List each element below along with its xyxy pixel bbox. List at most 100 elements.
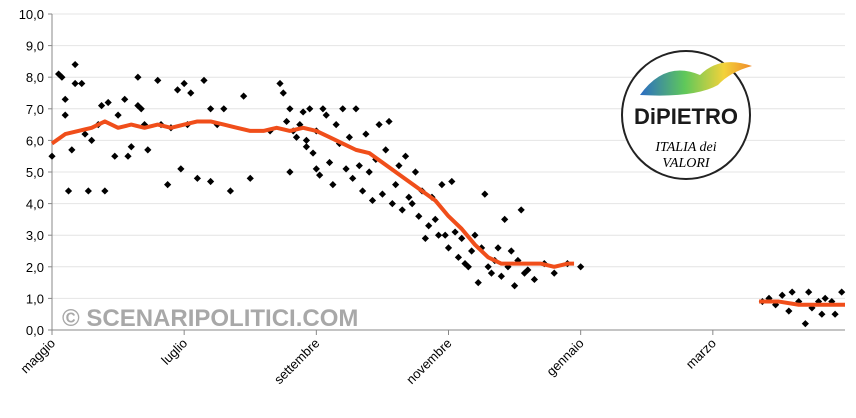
data-point bbox=[395, 162, 403, 170]
data-point bbox=[355, 162, 363, 170]
data-point bbox=[193, 174, 201, 182]
data-point bbox=[187, 89, 195, 97]
data-point bbox=[302, 136, 311, 144]
data-point bbox=[444, 244, 453, 252]
data-point bbox=[316, 171, 324, 179]
trend-line bbox=[50, 119, 845, 307]
data-point bbox=[785, 307, 793, 315]
data-point bbox=[471, 231, 479, 239]
logo-subtitle: ITALIA dei bbox=[654, 140, 716, 155]
data-point bbox=[61, 111, 69, 119]
data-point bbox=[821, 294, 829, 302]
data-point bbox=[392, 181, 400, 189]
data-point bbox=[474, 279, 482, 287]
data-point bbox=[164, 181, 172, 189]
data-point bbox=[71, 60, 79, 69]
data-point bbox=[362, 130, 370, 138]
y-tick-label: 8,0 bbox=[26, 70, 44, 85]
x-tick-label: gennaio bbox=[543, 336, 586, 379]
data-point bbox=[282, 117, 291, 126]
y-tick-label: 7,0 bbox=[26, 102, 44, 117]
data-point bbox=[378, 190, 387, 198]
data-point bbox=[425, 222, 433, 230]
y-tick-label: 5,0 bbox=[26, 165, 44, 180]
y-tick-label: 3,0 bbox=[26, 228, 44, 243]
data-point bbox=[78, 79, 86, 88]
data-point bbox=[365, 168, 373, 176]
data-point bbox=[375, 121, 383, 129]
data-point bbox=[577, 263, 585, 271]
data-point bbox=[319, 105, 327, 113]
logo-bird bbox=[640, 62, 752, 96]
y-tick-label: 2,0 bbox=[26, 260, 44, 275]
logo-subtitle: VALORI bbox=[662, 156, 711, 171]
data-point bbox=[84, 187, 92, 195]
data-point bbox=[345, 133, 353, 141]
data-point bbox=[240, 92, 248, 100]
data-point bbox=[200, 76, 208, 84]
x-tick-label: novembre bbox=[403, 336, 454, 387]
data-point bbox=[306, 105, 314, 113]
data-point bbox=[68, 146, 76, 154]
data-point bbox=[114, 111, 122, 119]
y-tick-label: 10,0 bbox=[19, 7, 44, 22]
data-point bbox=[401, 152, 410, 160]
data-point bbox=[64, 187, 73, 195]
y-tick-label: 0,0 bbox=[26, 323, 44, 338]
data-point bbox=[173, 86, 182, 94]
data-point bbox=[276, 79, 284, 88]
data-point bbox=[501, 215, 509, 223]
data-point bbox=[458, 234, 466, 242]
data-point bbox=[349, 174, 357, 182]
data-point bbox=[524, 266, 532, 274]
data-point bbox=[81, 130, 89, 138]
data-point bbox=[121, 95, 129, 103]
data-point bbox=[154, 76, 162, 84]
data-point bbox=[838, 288, 846, 296]
data-point bbox=[127, 143, 135, 151]
data-point bbox=[530, 275, 539, 284]
data-point bbox=[246, 174, 254, 182]
data-point bbox=[448, 177, 456, 186]
data-point bbox=[415, 212, 423, 220]
data-point bbox=[226, 187, 235, 195]
data-point bbox=[765, 294, 773, 302]
data-point bbox=[468, 247, 476, 255]
data-point bbox=[398, 206, 406, 214]
data-point bbox=[805, 288, 813, 296]
data-point bbox=[180, 79, 188, 88]
data-point bbox=[434, 231, 443, 239]
data-point bbox=[441, 231, 449, 239]
data-point bbox=[111, 152, 119, 160]
data-point bbox=[286, 168, 294, 176]
logo-title: DiPIETRO bbox=[634, 104, 738, 129]
x-tick-label: maggio bbox=[17, 336, 58, 377]
data-point bbox=[772, 301, 780, 309]
data-point bbox=[299, 108, 307, 116]
data-point bbox=[451, 228, 459, 236]
data-point bbox=[388, 200, 396, 208]
data-point bbox=[831, 310, 839, 318]
data-point bbox=[421, 234, 429, 242]
data-point bbox=[342, 165, 350, 173]
data-point bbox=[332, 121, 340, 129]
y-tick-label: 4,0 bbox=[26, 197, 44, 212]
data-point bbox=[101, 187, 109, 195]
data-point bbox=[454, 253, 463, 261]
data-point bbox=[134, 73, 142, 81]
data-point bbox=[61, 95, 69, 103]
logo: DiPIETRO ITALIA dei VALORI bbox=[621, 50, 752, 180]
x-tick-label: marzo bbox=[683, 336, 719, 372]
data-point bbox=[358, 187, 367, 195]
data-point bbox=[497, 272, 505, 280]
data-point bbox=[818, 310, 826, 318]
data-point bbox=[778, 291, 786, 299]
data-point bbox=[339, 105, 347, 113]
y-tick-label: 9,0 bbox=[26, 39, 44, 54]
data-point bbox=[48, 152, 56, 160]
data-point bbox=[97, 102, 106, 110]
data-point bbox=[504, 263, 512, 271]
data-point bbox=[405, 193, 413, 201]
